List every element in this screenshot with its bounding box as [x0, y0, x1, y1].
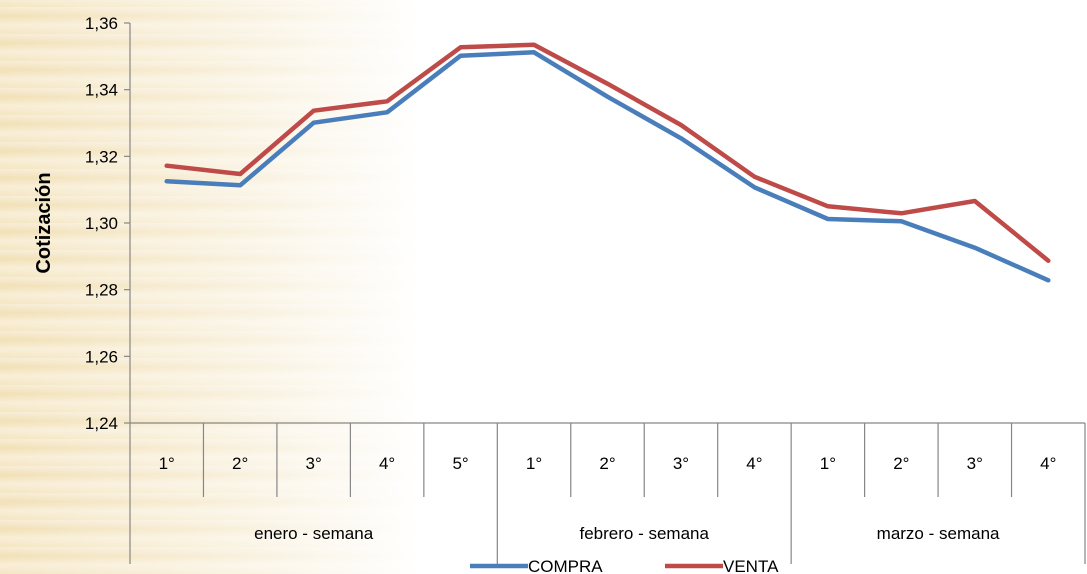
x-tick-label: 2° — [599, 454, 615, 473]
x-group-label: febrero - semana — [580, 524, 710, 543]
x-tick-label: 3° — [967, 454, 983, 473]
x-tick-label: 3° — [673, 454, 689, 473]
y-tick-label: 1,30 — [85, 214, 118, 233]
series-layer — [164, 42, 1051, 283]
y-tick-label: 1,26 — [85, 347, 118, 366]
y-tick-label: 1,34 — [85, 81, 118, 100]
x-group-label: marzo - semana — [877, 524, 1000, 543]
x-tick-label: 3° — [306, 454, 322, 473]
legend-label: COMPRA — [528, 557, 603, 574]
y-tick-label: 1,28 — [85, 281, 118, 300]
x-axis: 1° 2° 3° 4° 5° 1° 2° 3° 4° 1° 2° 3° 4° enero - semana… — [129, 422, 1086, 564]
y-axis: 1,24 1,26 1,28 1,30 1,32 1,34 1,36 — [85, 14, 131, 433]
x-tick-label: 4° — [379, 454, 395, 473]
x-tick-label: 2° — [232, 454, 248, 473]
x-tick-label: 4° — [1040, 454, 1056, 473]
x-tick-label: 1° — [159, 454, 175, 473]
x-group-label: enero - semana — [254, 524, 374, 543]
x-tick-label: 2° — [893, 454, 909, 473]
y-tick-label: 1,32 — [85, 147, 118, 166]
y-tick-label: 1,36 — [85, 14, 118, 33]
x-tick-label: 5° — [452, 454, 468, 473]
series-line-compra — [164, 50, 1051, 283]
legend-label: VENTA — [723, 557, 779, 574]
y-tick-label: 1,24 — [85, 414, 118, 433]
x-tick-label: 1° — [526, 454, 542, 473]
y-axis-title: Cotización — [33, 172, 55, 273]
x-tick-label: 1° — [820, 454, 836, 473]
x-tick-label: 4° — [746, 454, 762, 473]
series-line-venta — [164, 42, 1051, 263]
legend: COMPRA VENTA — [470, 557, 779, 574]
